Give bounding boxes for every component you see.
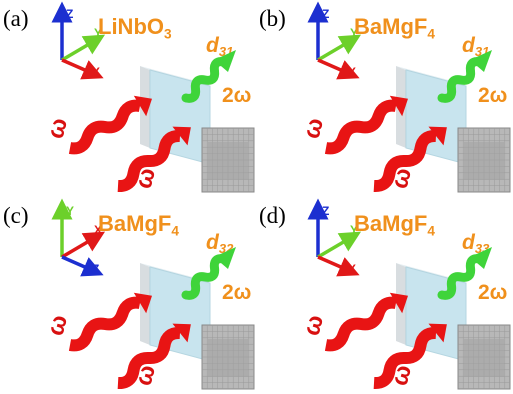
fundamental-label: ω	[130, 362, 161, 389]
fundamental-label: ω	[130, 165, 161, 192]
axis-arrow	[318, 237, 352, 257]
fundamental-label: ω	[42, 115, 73, 142]
crystal-name: BaMgF4	[98, 211, 179, 238]
crystal-name-sub: 3	[164, 26, 172, 41]
axis-label: Z	[66, 7, 73, 21]
harmonic-label: 2ω	[222, 281, 251, 304]
axis-label: Y	[66, 204, 74, 218]
figure: (a)ZYXLiNbO3d312ωωω(b)ZYXBaMgF4d312ωωω(c…	[0, 0, 513, 394]
axis-label: X	[92, 65, 100, 79]
panel-label: (b)	[259, 6, 286, 31]
inset-sample	[208, 339, 248, 377]
axis-label: Z	[92, 262, 99, 276]
fundamental-arrow	[70, 303, 140, 346]
fundamental-arrow	[70, 106, 140, 149]
fundamental-label: ω	[42, 312, 73, 339]
crystal-name-base: BaMgF	[98, 211, 171, 236]
crystal-name: BaMgF4	[354, 211, 435, 238]
crystal-name-sub: 4	[427, 223, 435, 238]
axis-label: Z	[322, 7, 329, 21]
crystal-name-base: BaMgF	[354, 211, 427, 236]
axis-label: X	[348, 65, 356, 79]
fundamental-label: ω	[386, 165, 417, 192]
axis-arrow	[62, 40, 96, 60]
panel-label: (c)	[3, 203, 29, 228]
harmonic-label: 2ω	[222, 84, 251, 107]
crystal-name-sub: 4	[171, 223, 179, 238]
axis-arrow	[318, 60, 350, 74]
crystal-name-base: LiNbO	[98, 14, 164, 39]
inset-sample	[464, 339, 504, 377]
harmonic-label: 2ω	[478, 84, 507, 107]
harmonic-label: 2ω	[478, 281, 507, 304]
axis-label: X	[348, 262, 356, 276]
axis-arrow	[318, 40, 352, 60]
fundamental-label: ω	[386, 362, 417, 389]
axis-arrow	[62, 237, 96, 257]
axis-arrow	[318, 257, 350, 271]
fundamental-arrow	[326, 303, 396, 346]
inset-sample	[464, 142, 504, 180]
panel-label: (a)	[3, 6, 29, 31]
crystal-name-sub: 4	[427, 26, 435, 41]
crystal-name-base: BaMgF	[354, 14, 427, 39]
fundamental-label: ω	[298, 115, 329, 142]
panel-label: (d)	[259, 203, 286, 228]
crystal-name: LiNbO3	[98, 14, 172, 41]
inset-sample	[208, 142, 248, 180]
axis-label: Z	[322, 204, 329, 218]
fundamental-arrow	[326, 106, 396, 149]
fundamental-label: ω	[298, 312, 329, 339]
axis-arrow	[62, 60, 94, 74]
axis-arrow	[62, 257, 94, 271]
crystal-name: BaMgF4	[354, 14, 435, 41]
